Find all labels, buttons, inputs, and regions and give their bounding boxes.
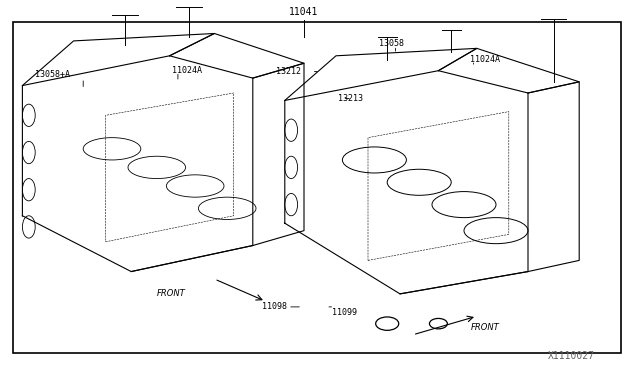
Text: X1110027: X1110027 [548, 351, 595, 361]
Text: FRONT: FRONT [157, 289, 186, 298]
Text: 11024A: 11024A [470, 55, 500, 64]
Text: FRONT: FRONT [470, 323, 499, 332]
Text: 11099: 11099 [332, 308, 356, 317]
Text: 13058+A: 13058+A [35, 70, 70, 79]
Text: 11098: 11098 [262, 302, 287, 311]
Text: 13212: 13212 [276, 67, 301, 76]
Text: 13058: 13058 [379, 39, 404, 48]
Bar [13, 22, 621, 353]
Text: 11024A: 11024A [172, 66, 202, 75]
Text: 13213: 13213 [338, 94, 363, 103]
Text: 11041: 11041 [289, 7, 319, 17]
